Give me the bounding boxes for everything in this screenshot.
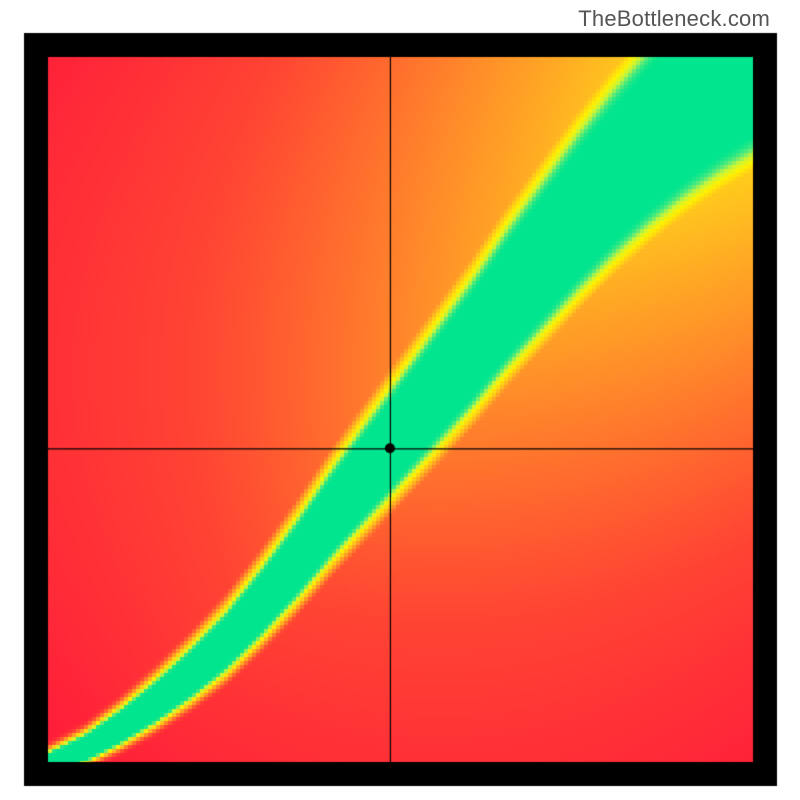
bottleneck-heatmap <box>0 0 800 800</box>
watermark-text: TheBottleneck.com <box>578 6 770 32</box>
chart-container: TheBottleneck.com <box>0 0 800 800</box>
